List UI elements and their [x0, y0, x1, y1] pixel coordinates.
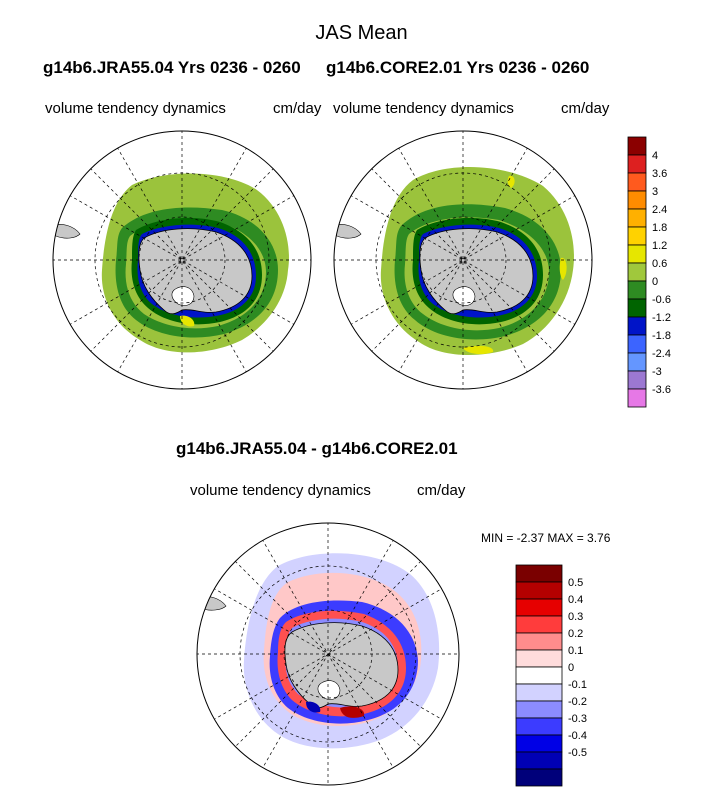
right-panel-units: cm/day — [561, 100, 610, 117]
top-colorbar-swatch — [627, 208, 647, 228]
top-colorbar-label: 2.4 — [652, 204, 667, 216]
top-colorbar-swatch — [627, 262, 647, 282]
top-colorbar-label: 3.6 — [652, 168, 667, 180]
graticule — [197, 523, 459, 785]
top-colorbar-label: 1.2 — [652, 240, 667, 252]
dark-blue-patch — [306, 701, 321, 713]
left-panel-subtitle: volume tendency dynamics — [45, 100, 226, 117]
left-polar-map — [52, 130, 312, 390]
diff-colorbar-label: -0.5 — [568, 747, 587, 759]
top-colorbar-label: -3.6 — [652, 384, 671, 396]
diff-colorbar-swatch — [515, 717, 563, 736]
diff-colorbar-swatch — [515, 666, 563, 685]
diff-panel-header: g14b6.JRA55.04 - g14b6.CORE2.01 — [176, 439, 458, 458]
graticule — [334, 131, 592, 389]
top-colorbar-label: -1.8 — [652, 330, 671, 342]
top-colorbar-label: -0.6 — [652, 294, 671, 306]
diff-panel-units: cm/day — [417, 482, 466, 499]
right-polar-map — [333, 130, 593, 390]
top-colorbar-label: 3 — [652, 186, 658, 198]
diff-colorbar-swatch — [515, 564, 563, 583]
diff-polar-map — [196, 522, 460, 786]
diff-colorbar-label: 0.4 — [568, 594, 583, 606]
top-colorbar-swatch — [627, 352, 647, 372]
top-colorbar-swatch — [627, 172, 647, 192]
diff-colorbar-label: -0.2 — [568, 696, 587, 708]
top-colorbar-label: 1.8 — [652, 222, 667, 234]
top-colorbar-swatch — [627, 280, 647, 300]
top-colorbar-label: -1.2 — [652, 312, 671, 324]
antarctica-land — [284, 622, 399, 709]
map-border — [52, 130, 312, 390]
left-panel-units: cm/day — [273, 100, 322, 117]
top-colorbar-swatch — [627, 190, 647, 210]
diff-colorbar-swatch — [515, 734, 563, 753]
yellow-patch — [180, 315, 195, 327]
right-panel-subtitle: volume tendency dynamics — [333, 100, 514, 117]
antarctica-land — [419, 228, 534, 315]
graticule — [53, 131, 311, 389]
diff-minmax: MIN = -2.37 MAX = 3.76 — [481, 531, 611, 545]
diff-colorbar-swatch — [515, 700, 563, 719]
top-colorbar-label: 0.6 — [652, 258, 667, 270]
top-colorbar-label: 0 — [652, 276, 658, 288]
top-colorbar-swatch — [627, 316, 647, 336]
yellow-patch — [463, 345, 494, 355]
left-panel-header: g14b6.JRA55.04 Yrs 0236 - 0260 — [43, 58, 301, 77]
island-land — [202, 400, 214, 407]
ice-shelf — [317, 680, 341, 700]
ice-shelf — [452, 286, 476, 306]
diff-colorbar-label: -0.1 — [568, 679, 587, 691]
map-border — [196, 522, 460, 786]
south-america-land — [334, 224, 362, 239]
ice-shelf — [171, 286, 195, 306]
diff-colorbar-swatch — [515, 615, 563, 634]
top-colorbar-swatch — [627, 370, 647, 390]
south-america-land — [197, 596, 227, 611]
main-title: JAS Mean — [315, 22, 408, 44]
top-colorbar: 4 3.6 3 2.4 1.8 1.2 0.6 0 -0.6 -1.2 -1.8 -2.4 -3 -3.6 — [627, 136, 671, 408]
top-colorbar-swatch — [627, 154, 647, 174]
diff-colorbar-swatch — [515, 649, 563, 668]
diff-colorbar-swatch — [515, 751, 563, 770]
antarctica-land — [138, 228, 253, 315]
diff-colorbar: 0.5 0.4 0.3 0.2 0.1 0 -0.1 -0.2 -0.3 -0.4 -0.5 — [515, 564, 587, 787]
top-colorbar-swatch — [627, 298, 647, 318]
diff-colorbar-label: 0.5 — [568, 577, 583, 589]
diff-colorbar-label: 0.2 — [568, 628, 583, 640]
right-panel-header: g14b6.CORE2.01 Yrs 0236 - 0260 — [326, 58, 590, 77]
diff-colorbar-swatch — [515, 598, 563, 617]
diff-colorbar-swatch — [515, 632, 563, 651]
top-colorbar-swatch — [627, 226, 647, 246]
top-colorbar-swatch — [627, 334, 647, 354]
diff-colorbar-label: -0.4 — [568, 730, 587, 742]
diff-colorbar-label: 0.3 — [568, 611, 583, 623]
yellow-patch — [559, 257, 567, 280]
diff-colorbar-swatch — [515, 768, 563, 787]
map-border — [333, 130, 593, 390]
diff-colorbar-label: 0.1 — [568, 645, 583, 657]
dark-red-patch — [340, 706, 365, 718]
diff-colorbar-label: -0.3 — [568, 713, 587, 725]
south-america-land — [53, 224, 81, 239]
diff-panel-subtitle: volume tendency dynamics — [190, 482, 371, 499]
top-colorbar-label: -2.4 — [652, 348, 671, 360]
diff-colorbar-label: 0 — [568, 662, 574, 674]
diff-colorbar-swatch — [515, 683, 563, 702]
top-colorbar-swatch — [627, 136, 647, 156]
diff-colorbar-swatch — [515, 581, 563, 600]
top-colorbar-label: 4 — [652, 150, 658, 162]
top-colorbar-label: -3 — [652, 366, 662, 378]
top-colorbar-swatch — [627, 388, 647, 408]
top-colorbar-swatch — [627, 244, 647, 264]
